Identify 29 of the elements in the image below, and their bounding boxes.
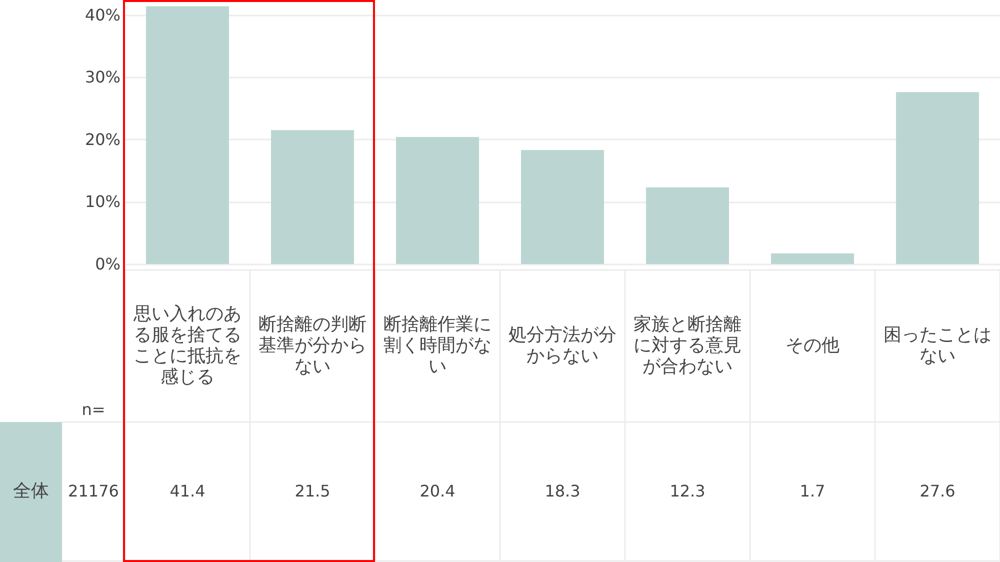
data-label: 12.3: [670, 482, 706, 500]
data-label: 1.7: [800, 482, 826, 500]
y-tick-label: 30%: [84, 68, 120, 87]
bar: [896, 92, 979, 264]
bar: [521, 150, 604, 264]
x-tick-label: 断捨離作業に割く時間がない: [384, 314, 492, 377]
x-tick-label: 処分方法が分からない: [508, 324, 616, 366]
text: n=: [82, 400, 106, 419]
x-tick-label: 困ったことはない: [884, 324, 992, 366]
y-tick-label: 20%: [84, 130, 120, 149]
bar: [396, 136, 479, 264]
text: 全体: [13, 480, 49, 502]
bar: [271, 130, 354, 264]
data-label: 20.4: [420, 482, 456, 500]
bar: [146, 6, 229, 264]
x-tick-label: その他: [786, 335, 840, 356]
text: 21176: [68, 482, 119, 500]
x-tick-label: 家族と断捨離に対する意見が合わない: [634, 314, 742, 377]
bar: [646, 187, 729, 264]
y-tick-label: 0%: [95, 254, 120, 274]
y-tick-label: 40%: [84, 5, 120, 24]
x-tick-label: 断捨離の判断基準が分からない: [258, 314, 366, 377]
data-label: 18.3: [544, 482, 580, 500]
data-label: 21.5: [294, 482, 330, 500]
bar: [771, 253, 854, 264]
data-label: 27.6: [920, 482, 956, 500]
y-tick-label: 10%: [84, 192, 120, 212]
data-label: 41.4: [170, 482, 206, 500]
x-tick-label: 思い入れのある服を捨てることに抵抗を感じる: [132, 304, 242, 388]
